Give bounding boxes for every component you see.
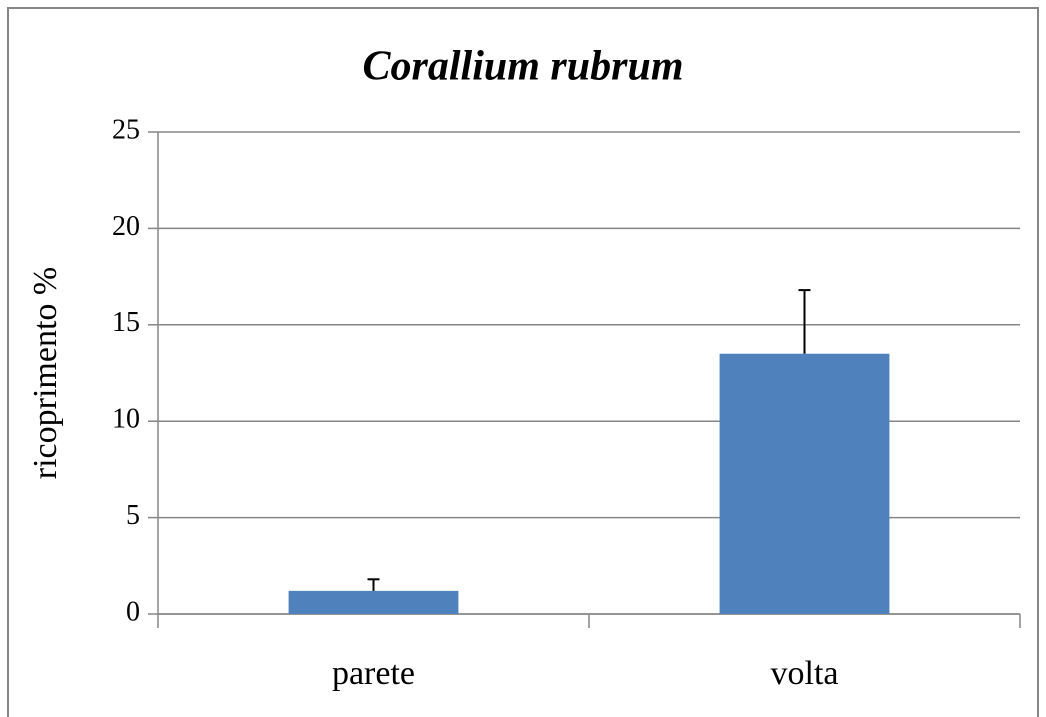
bar (288, 590, 459, 614)
y-tick-label: 5 (126, 500, 140, 531)
y-axis-label: ricoprimento % (27, 267, 64, 479)
y-tick-label: 20 (112, 211, 140, 242)
x-tick-label: parete (332, 655, 415, 692)
y-tick-label: 0 (126, 596, 140, 627)
y-tick-label: 15 (112, 307, 140, 338)
x-tick-label: volta (771, 655, 839, 692)
y-tick-label: 25 (112, 114, 140, 145)
bar (719, 353, 890, 614)
chart-title: Corallium rubrum (363, 44, 684, 90)
y-tick-label: 10 (112, 404, 140, 435)
